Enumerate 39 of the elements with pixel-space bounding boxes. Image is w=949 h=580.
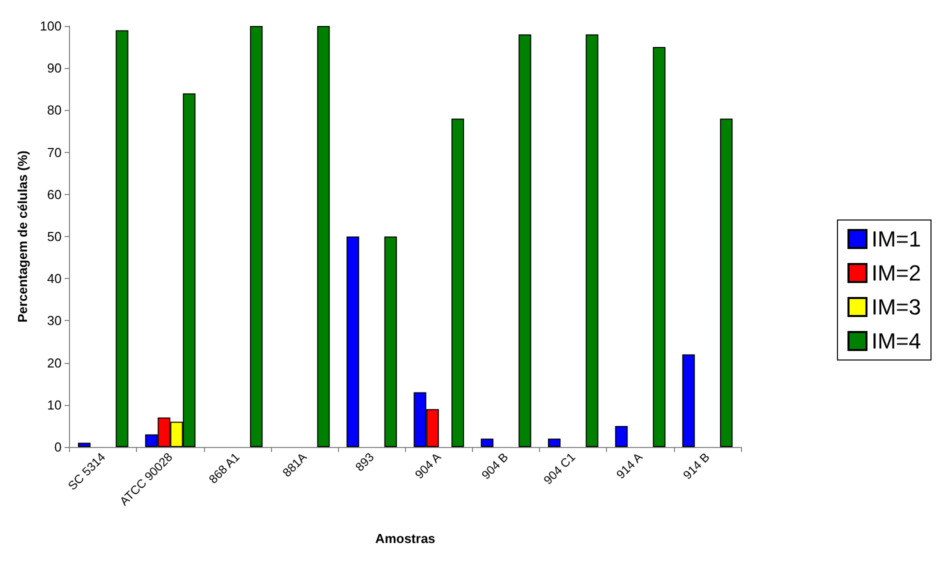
bar [250, 26, 263, 447]
bar [652, 47, 666, 447]
bar [451, 118, 464, 447]
legend-label: IM=4 [871, 328, 922, 354]
y-tick-label: 70 [47, 144, 62, 160]
legend-label: IM=3 [871, 294, 922, 320]
bar [116, 30, 128, 447]
y-tick-label: 20 [47, 355, 62, 370]
y-tick-label: 60 [47, 186, 62, 202]
y-tick-label: 40 [47, 271, 62, 286]
y-tick-label: 10 [47, 397, 62, 412]
y-tick-label: 100 [40, 18, 62, 34]
bar [78, 442, 91, 447]
y-tick-label: 30 [47, 313, 62, 328]
y-tick-label: 90 [47, 60, 62, 76]
bar [682, 354, 695, 447]
legend-label: IM=2 [871, 260, 922, 286]
bar [384, 236, 397, 447]
x-tick-label: 904 B [478, 450, 511, 482]
bar [720, 118, 733, 447]
x-tick-label: 893 [352, 450, 377, 474]
x-tick-label: 868 A1 [206, 450, 243, 486]
bar [615, 426, 628, 447]
legend-label: IM=1 [871, 226, 922, 252]
x-tick-label: 914 A [614, 450, 646, 482]
bar [548, 438, 561, 447]
bar [317, 26, 330, 447]
x-axis-title: Amostras [375, 531, 436, 546]
x-tick-label: 904 A [412, 450, 444, 482]
y-tick-label: 50 [47, 229, 62, 244]
y-tick-label: 80 [47, 102, 62, 118]
bar [586, 34, 598, 447]
x-tick-label: 904 C1 [540, 450, 578, 488]
bar [480, 438, 494, 447]
y-tick-label: 0 [54, 440, 62, 454]
bar [518, 34, 532, 447]
x-tick-label: 914 B [680, 450, 712, 482]
bar [346, 236, 360, 447]
y-axis-title: Percentagem de células (%) [15, 150, 30, 322]
